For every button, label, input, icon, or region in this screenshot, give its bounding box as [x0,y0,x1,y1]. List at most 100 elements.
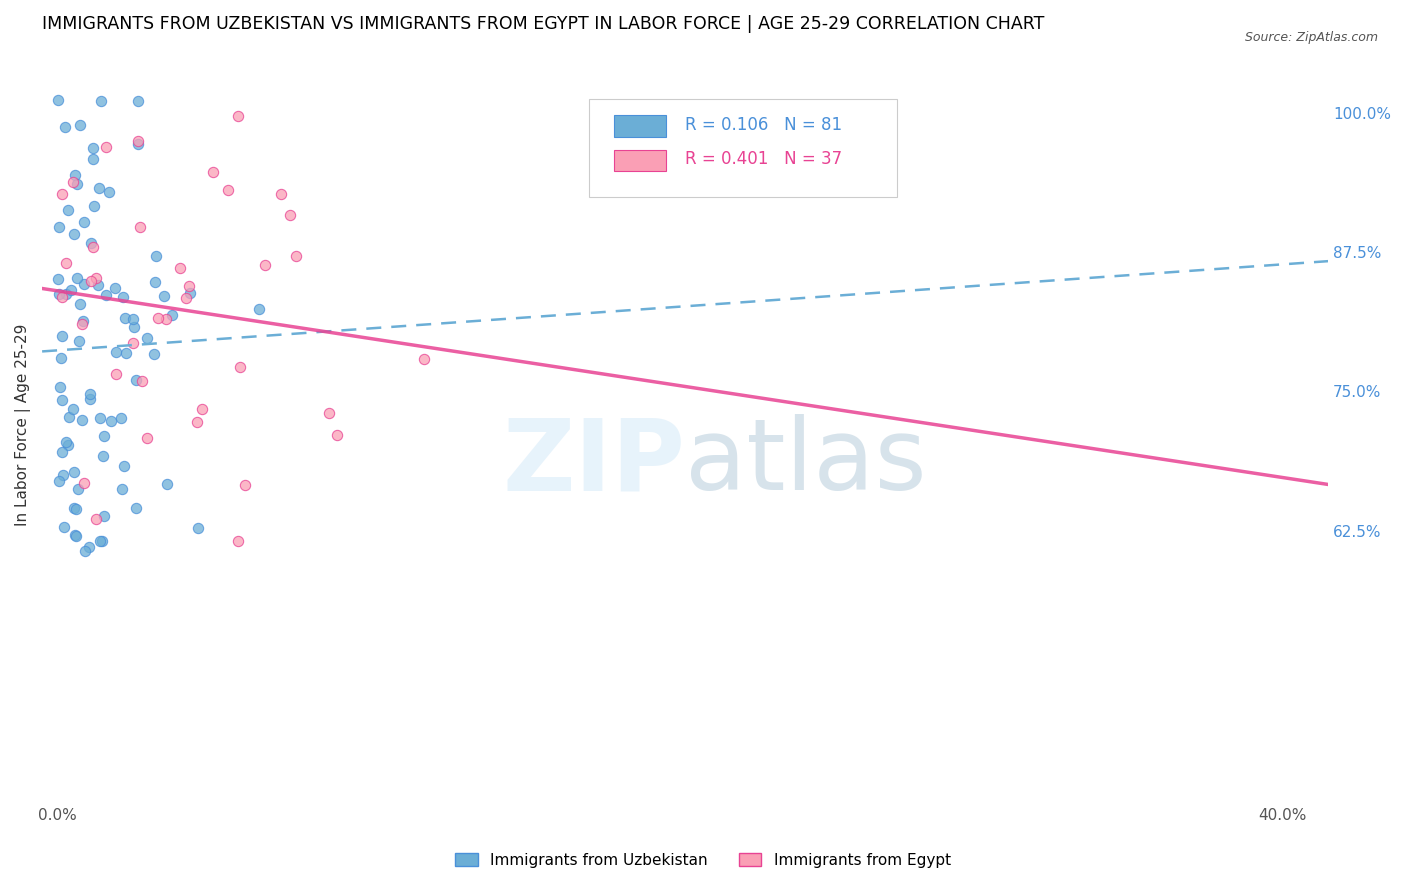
Point [77,540,100,554]
Text: R = 0.401   N = 37: R = 0.401 N = 37 [685,151,842,169]
Point [51,290,73,304]
Point [82,240,104,254]
Point [104,367,127,381]
Point [55,286,77,301]
Point [179,286,201,301]
Point [67,334,90,348]
Point [143,276,166,290]
Point [89,411,111,425]
FancyBboxPatch shape [589,99,897,197]
Point [75,544,97,558]
Point [217,183,239,197]
Point [56,438,79,452]
Point [84,512,107,526]
Point [51,351,73,365]
Point [80,274,103,288]
Text: R = 0.106   N = 81: R = 0.106 N = 81 [685,116,842,135]
Point [186,415,208,429]
Point [82,141,104,155]
Point [325,428,347,442]
Point [177,278,200,293]
Point [65,502,87,516]
Point [125,501,148,516]
Point [90,534,112,549]
Bar [614,150,666,170]
Point [105,345,128,359]
Point [135,331,157,345]
Point [96,140,118,154]
Point [65,528,87,542]
Point [79,387,101,401]
Point [93,428,115,442]
Point [93,509,115,524]
Point [318,406,340,420]
Point [51,445,73,459]
Point [66,177,89,191]
Point [63,500,86,515]
Point [86,271,108,285]
Text: atlas: atlas [685,414,927,511]
Point [127,94,149,108]
Point [190,402,212,417]
Point [52,467,75,482]
Point [48,271,70,285]
Point [155,312,177,326]
Text: IMMIGRANTS FROM UZBEKISTAN VS IMMIGRANTS FROM EGYPT IN LABOR FORCE | AGE 25-29 C: IMMIGRANTS FROM UZBEKISTAN VS IMMIGRANTS… [42,15,1045,33]
Point [253,258,276,272]
Point [247,301,270,316]
Point [72,314,94,328]
Point [46,93,69,107]
Y-axis label: In Labor Force | Age 25-29: In Labor Force | Age 25-29 [15,324,31,525]
Point [233,478,256,492]
Point [125,373,148,387]
Point [226,109,249,123]
Point [187,521,209,535]
Point [169,260,191,275]
Point [127,134,149,148]
Point [48,380,70,394]
Point [89,180,111,194]
Point [63,528,86,542]
Point [114,311,136,326]
Point [53,120,76,134]
Point [62,175,84,189]
Point [59,283,82,297]
Point [70,317,93,331]
Point [51,393,73,408]
Point [121,311,143,326]
Point [73,215,96,229]
Point [156,476,179,491]
Point [56,202,79,217]
Point [48,474,70,488]
Point [69,118,91,132]
Point [72,277,94,291]
Point [62,402,84,417]
Point [97,186,120,200]
Point [53,519,76,533]
Point [66,271,89,285]
Point [48,286,70,301]
Point [87,277,110,292]
Point [160,308,183,322]
Point [63,168,86,182]
Point [136,431,159,445]
Point [111,483,134,497]
Point [278,208,301,222]
Point [91,449,114,463]
Point [112,458,135,473]
Point [131,374,153,388]
Point [82,152,104,166]
Point [129,219,152,234]
Point [83,199,105,213]
Point [58,409,80,424]
Point [112,290,135,304]
Point [153,288,176,302]
Point [70,413,93,427]
Point [270,187,292,202]
Point [69,297,91,311]
Point [124,319,146,334]
Point [48,219,70,234]
Point [174,291,197,305]
Point [122,336,145,351]
Point [51,329,73,343]
